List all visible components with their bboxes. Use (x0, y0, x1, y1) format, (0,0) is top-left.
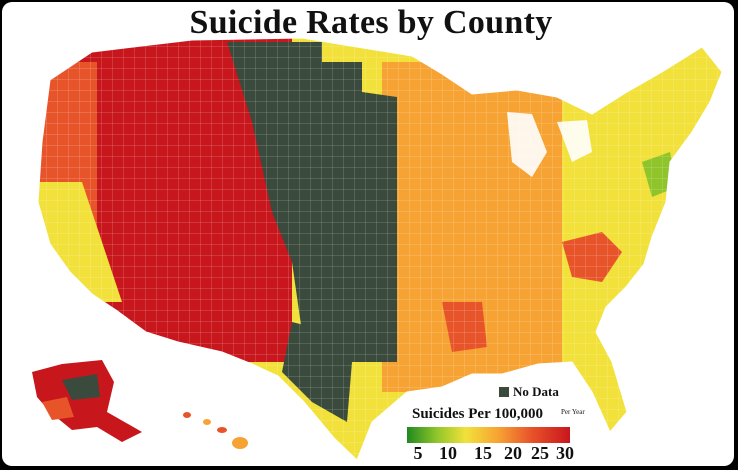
legend-tick-30: 30 (556, 443, 574, 463)
alaska-no-data (62, 374, 100, 400)
county-borders (38, 38, 722, 460)
lake-huron (557, 120, 592, 162)
alaska (32, 360, 142, 442)
legend-tick-25: 25 (531, 443, 549, 463)
legend-title: Suicides Per 100,000 (412, 406, 543, 422)
legend-tick-10: 10 (439, 443, 457, 463)
no-data-swatch (499, 387, 509, 397)
legend-tick-20: 20 (504, 443, 522, 463)
map-frame: Suicide Rates by County (2, 2, 734, 466)
legend-colorbar (407, 427, 570, 443)
hawaii (183, 412, 248, 449)
choropleth-map (32, 37, 723, 461)
legend-tick-5: 5 (413, 443, 423, 463)
legend-tick-15: 15 (474, 443, 492, 463)
lake-michigan (507, 112, 547, 177)
map-title: Suicide Rates by County (189, 4, 553, 41)
legend-unit: Per Year (561, 408, 585, 416)
no-data-label: No Data (513, 384, 559, 399)
alaska-southwest (42, 397, 74, 420)
